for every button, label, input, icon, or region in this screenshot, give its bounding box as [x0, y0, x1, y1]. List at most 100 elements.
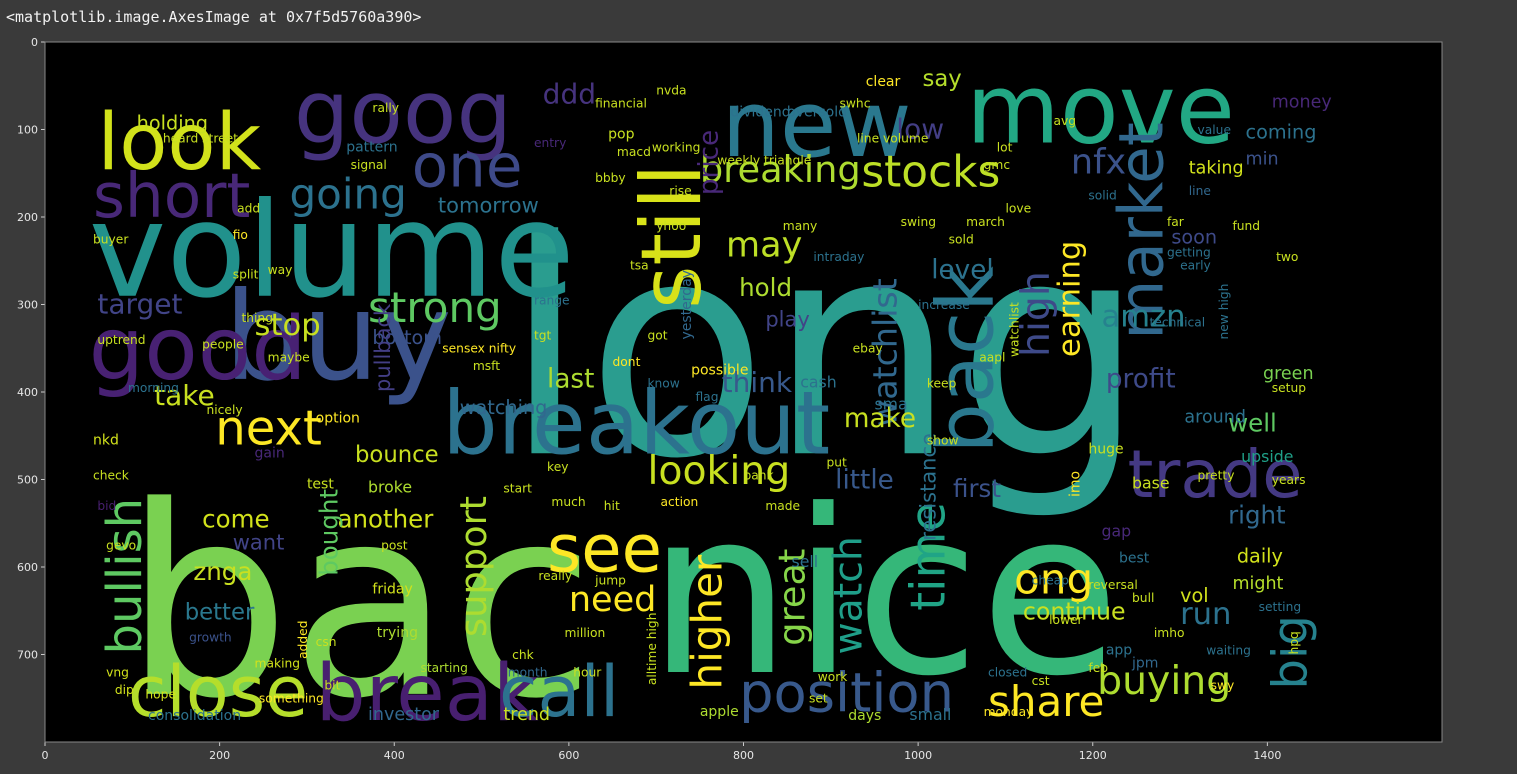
word-right: right	[1228, 500, 1286, 529]
word-share: share	[988, 677, 1104, 726]
word-got: got	[647, 329, 667, 343]
word-last: last	[547, 365, 594, 395]
word-tomorrow: tomorrow	[438, 194, 539, 218]
word-years: years	[1272, 473, 1306, 487]
word-keep: keep	[927, 377, 957, 391]
word-really: really	[538, 569, 572, 583]
word-swhc: swhc	[840, 97, 871, 111]
word-bull: bull	[1132, 591, 1154, 605]
word-trying: trying	[377, 625, 418, 641]
word-trade: trade	[1128, 437, 1303, 513]
y-tick-label: 0	[31, 36, 38, 49]
word-breaking: breaking	[700, 148, 861, 191]
word-bbby: bbby	[595, 171, 626, 185]
word-swing: swing	[901, 215, 936, 229]
x-tick-label: 200	[209, 749, 230, 762]
word-dividend: dividend	[730, 104, 790, 120]
word-macd: macd	[617, 145, 651, 159]
word-morning: morning	[128, 381, 179, 395]
word-watchlist: watchlist	[865, 278, 904, 427]
word-gmc: gmc	[984, 158, 1010, 172]
word-tgt: tgt	[534, 329, 552, 343]
word-ong: ong	[1014, 554, 1093, 603]
word-hope: hope	[145, 687, 176, 701]
word-high: high	[1013, 271, 1059, 357]
word-investor: investor	[368, 705, 440, 725]
word-rise: rise	[669, 184, 691, 198]
word-start: start	[503, 482, 532, 496]
word-base: base	[1132, 473, 1170, 492]
word-bounce: bounce	[355, 442, 439, 468]
word-people: people	[202, 337, 244, 351]
word-option: option	[316, 411, 360, 427]
word-hit: hit	[604, 499, 620, 513]
word-clear: clear	[866, 74, 901, 90]
word-come: come	[202, 505, 269, 534]
word-days: days	[848, 708, 881, 724]
word-break: break	[316, 647, 539, 739]
word-short: short	[93, 161, 250, 232]
x-axis: 0 200 400 600 800 1000 1200 1400	[42, 742, 1281, 762]
word-starting: starting	[420, 661, 467, 675]
word-setup: setup	[1272, 381, 1306, 395]
word-many: many	[783, 219, 817, 233]
word-gain: gain	[255, 446, 285, 462]
word-buyer: buyer	[93, 232, 129, 246]
word-line: line	[1189, 184, 1211, 198]
word-early: early	[1180, 259, 1211, 273]
word-jump: jump	[594, 574, 626, 588]
word-jpm: jpm	[1131, 656, 1158, 672]
word-maybe: maybe	[268, 350, 310, 364]
word-making: making	[255, 657, 300, 671]
word-hour: hour	[573, 665, 602, 679]
word-intraday: intraday	[813, 250, 864, 264]
word-low: low	[896, 112, 944, 145]
word-first: first	[953, 474, 1001, 503]
word-split: split	[233, 267, 259, 281]
word-holding: holding	[137, 112, 208, 135]
word-daily: daily	[1237, 545, 1283, 568]
word-stop: stop	[255, 308, 321, 343]
word-far: far	[1167, 215, 1185, 229]
word-bac: bac	[124, 450, 596, 756]
word-bid: bid	[97, 499, 116, 513]
word-month: month	[508, 665, 548, 679]
word-monday: monday	[984, 705, 1034, 719]
word-reversal: reversal	[1088, 578, 1137, 592]
word-solid: solid	[1088, 189, 1116, 203]
word-little: little	[835, 465, 894, 495]
word-new-high: new high	[1217, 284, 1231, 340]
word-way: way	[268, 263, 293, 277]
word-much: much	[551, 495, 585, 509]
word-sensex-nifty: sensex nifty	[442, 342, 516, 356]
word-pop: pop	[608, 126, 634, 142]
word-nfx: nfx	[1071, 142, 1126, 182]
word-position: position	[739, 661, 954, 724]
x-tick-label: 1000	[904, 749, 932, 762]
word-yhoo: yhoo	[656, 219, 686, 233]
word-still: still	[623, 164, 720, 309]
word-sma: sma	[874, 395, 907, 414]
word-chk: chk	[512, 648, 534, 662]
word-good: good	[89, 298, 307, 400]
word-pullback: pullback	[371, 303, 395, 392]
output-repr-text: <matplotlib.image.AxesImage at 0x7f5d576…	[6, 8, 422, 26]
word-min: min	[1246, 150, 1279, 170]
word-next: next	[215, 401, 322, 457]
word-technical: technical	[1150, 315, 1206, 329]
word-possible: possible	[691, 363, 748, 379]
word-pattern: pattern	[346, 139, 397, 155]
x-tick-label: 1400	[1253, 749, 1281, 762]
word-friday: friday	[372, 581, 412, 597]
word-long: long	[503, 178, 1145, 524]
word-resistance: resistance	[917, 433, 941, 541]
word-take: take	[154, 379, 215, 412]
word-add: add	[237, 202, 260, 216]
word-sold: sold	[949, 232, 974, 246]
word-yesterday: yesterday	[679, 270, 695, 340]
word-uptrend: uptrend	[97, 333, 145, 347]
word-going: going	[289, 169, 406, 218]
word-key: key	[547, 460, 568, 474]
word-ebay: ebay	[853, 342, 883, 356]
